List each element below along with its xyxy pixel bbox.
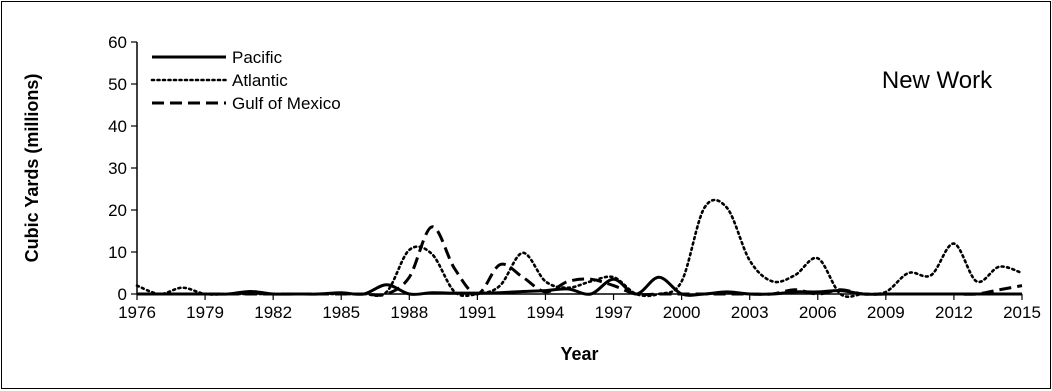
legend-label: Atlantic bbox=[232, 71, 288, 90]
x-axis-title: Year bbox=[560, 344, 598, 364]
y-tick-label: 30 bbox=[108, 159, 127, 178]
x-tick-label: 2015 bbox=[1003, 303, 1041, 322]
legend-label: Pacific bbox=[232, 48, 283, 67]
y-axis-ticks: 0 10 20 30 40 50 60 bbox=[108, 33, 137, 304]
x-tick-label: 1988 bbox=[390, 303, 428, 322]
y-tick-label: 60 bbox=[108, 33, 127, 52]
x-tick-label: 2009 bbox=[867, 303, 905, 322]
x-tick-label: 1979 bbox=[186, 303, 224, 322]
y-tick-label: 20 bbox=[108, 201, 127, 220]
x-tick-label: 1976 bbox=[118, 303, 156, 322]
x-tick-label: 1991 bbox=[458, 303, 496, 322]
x-tick-label: 1994 bbox=[527, 303, 565, 322]
x-axis-ticks: 1976 1979 1982 1985 1988 1991 1994 1997 2000 2003… bbox=[118, 294, 1041, 322]
y-tick-label: 50 bbox=[108, 75, 127, 94]
plot-area bbox=[135, 198, 1024, 299]
y-tick-label: 40 bbox=[108, 117, 127, 136]
x-tick-label: 2012 bbox=[935, 303, 973, 322]
chart-annotation: New Work bbox=[882, 67, 993, 94]
x-tick-label: 2006 bbox=[799, 303, 837, 322]
x-tick-label: 1997 bbox=[595, 303, 633, 322]
y-axis-title: Cubic Yards (millions) bbox=[22, 74, 42, 263]
series-line-atlantic bbox=[135, 198, 1024, 299]
y-tick-label: 0 bbox=[118, 285, 127, 304]
x-tick-label: 1985 bbox=[322, 303, 360, 322]
x-tick-label: 1982 bbox=[254, 303, 292, 322]
x-tick-label: 2003 bbox=[731, 303, 769, 322]
legend: Pacific Atlantic Gulf of Mexico bbox=[150, 48, 341, 113]
legend-label: Gulf of Mexico bbox=[232, 94, 341, 113]
y-tick-label: 10 bbox=[108, 243, 127, 262]
x-tick-label: 2000 bbox=[663, 303, 701, 322]
